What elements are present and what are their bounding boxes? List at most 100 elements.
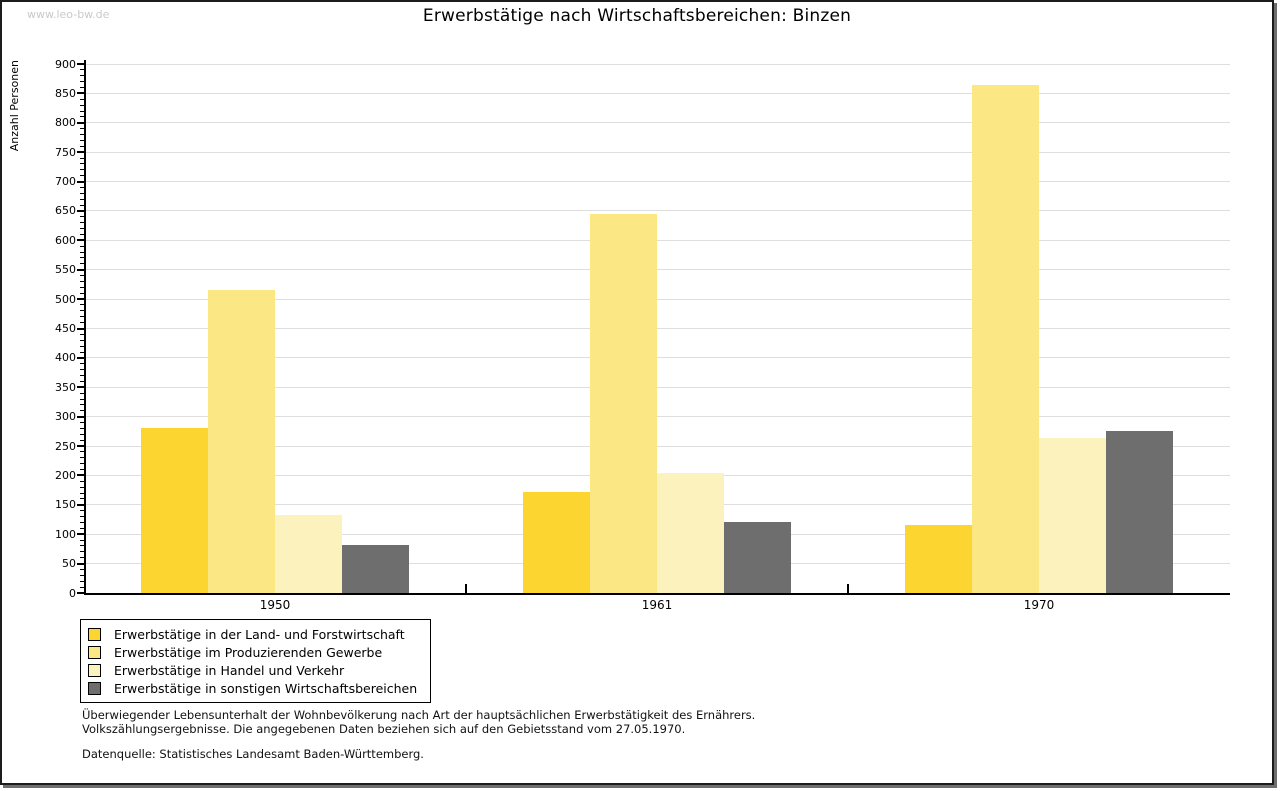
y-gridline <box>84 151 1230 153</box>
y-axis-minor-tick <box>80 339 84 341</box>
y-axis-minor-tick <box>80 451 84 453</box>
y-axis-minor-tick <box>80 398 84 400</box>
y-axis-tick-label: 500 <box>55 292 76 306</box>
bar-1961-series3 <box>657 472 724 593</box>
x-axis-tick <box>465 584 467 593</box>
legend-item-label: Erwerbstätige in Handel und Verkehr <box>114 662 345 678</box>
bar-1970-series2 <box>972 84 1039 593</box>
y-axis-minor-tick <box>80 439 84 441</box>
y-axis-minor-tick <box>80 492 84 494</box>
y-axis-minor-tick <box>80 551 84 553</box>
y-axis-minor-tick <box>80 128 84 130</box>
y-axis-minor-tick <box>80 157 84 159</box>
y-axis-tick-label: 400 <box>55 351 76 365</box>
y-axis-minor-tick <box>80 545 84 547</box>
y-axis-tick-label: 100 <box>55 527 76 541</box>
y-axis-major-tick <box>77 209 84 212</box>
y-axis-minor-tick <box>80 580 84 582</box>
y-gridline <box>84 210 1230 212</box>
y-axis-minor-tick <box>80 98 84 100</box>
y-gridline <box>84 357 1230 359</box>
footnote-line-2: Volkszählungsergebnisse. Die angegebenen… <box>82 721 686 736</box>
y-axis-minor-tick <box>80 222 84 224</box>
legend-swatch-icon <box>88 627 101 641</box>
bar-1970-series3 <box>1039 438 1106 593</box>
y-axis-minor-tick <box>80 204 84 206</box>
legend-swatch-icon <box>88 645 101 659</box>
y-gridline <box>84 181 1230 183</box>
legend-item-label: Erwerbstätige in sonstigen Wirtschaftsbe… <box>114 680 418 696</box>
x-axis-category-label: 1970 <box>1023 598 1055 612</box>
y-axis-major-tick <box>77 562 84 565</box>
legend-item: Erwerbstätige in der Land- und Forstwirt… <box>88 625 417 643</box>
y-axis-minor-tick <box>80 375 84 377</box>
y-gridline <box>84 92 1230 94</box>
y-axis-minor-tick <box>80 233 84 235</box>
y-axis-minor-tick <box>80 404 84 406</box>
legend-item-label: Erwerbstätige in der Land- und Forstwirt… <box>114 626 405 642</box>
y-axis-minor-tick <box>80 104 84 106</box>
y-axis-minor-tick <box>80 316 84 318</box>
y-axis-major-tick <box>77 121 84 124</box>
y-axis-minor-tick <box>80 586 84 588</box>
y-axis-minor-tick <box>80 557 84 559</box>
y-axis-major-tick <box>77 268 84 271</box>
y-axis-minor-tick <box>80 469 84 471</box>
y-gridline <box>84 328 1230 329</box>
legend: Erwerbstätige in der Land- und Forstwirt… <box>80 619 432 703</box>
y-axis-major-tick <box>77 327 84 330</box>
bar-1961-series1 <box>523 491 590 593</box>
y-axis-minor-tick <box>80 198 84 200</box>
y-axis-minor-tick <box>80 257 84 259</box>
y-axis-tick-label: 800 <box>55 116 76 130</box>
y-axis-minor-tick <box>80 75 84 77</box>
y-axis-minor-tick <box>80 169 84 171</box>
y-axis-major-tick <box>77 298 84 301</box>
y-axis-tick-label: 850 <box>55 86 76 100</box>
data-source: Datenquelle: Statistisches Landesamt Bad… <box>82 747 424 761</box>
y-axis-minor-tick <box>80 380 84 382</box>
y-axis-minor-tick <box>80 116 84 118</box>
y-axis-minor-tick <box>80 486 84 488</box>
y-axis-tick-label: 300 <box>55 410 76 424</box>
y-axis-minor-tick <box>80 457 84 459</box>
y-axis-minor-tick <box>80 345 84 347</box>
y-axis-minor-tick <box>80 527 84 529</box>
watermark: www.leo-bw.de <box>27 8 110 21</box>
y-axis-minor-tick <box>80 175 84 177</box>
bar-1950-series1 <box>141 428 208 593</box>
y-axis-minor-tick <box>80 568 84 570</box>
bar-1961-series4 <box>724 522 791 593</box>
x-axis-category-label: 1950 <box>259 598 291 612</box>
y-axis-minor-tick <box>80 139 84 141</box>
y-axis-minor-tick <box>80 574 84 576</box>
y-axis-minor-tick <box>80 322 84 324</box>
bar-1950-series3 <box>275 514 342 593</box>
chart-title: Erwerbstätige nach Wirtschaftsbereichen:… <box>422 6 852 26</box>
y-axis-major-tick <box>77 151 84 154</box>
y-axis-major-tick <box>77 356 84 359</box>
y-axis-minor-tick <box>80 110 84 112</box>
legend-item: Erwerbstätige in Handel und Verkehr <box>88 661 417 679</box>
y-axis-tick-label: 200 <box>55 468 76 482</box>
footnote: Überwiegender Lebensunterhalt der Wohnbe… <box>82 708 755 762</box>
y-axis-minor-tick <box>80 186 84 188</box>
y-axis-minor-tick <box>80 251 84 253</box>
x-axis-category-label: 1961 <box>641 598 673 612</box>
y-axis-tick-label: 650 <box>55 204 76 218</box>
y-axis-minor-tick <box>80 145 84 147</box>
legend-item: Erwerbstätige in sonstigen Wirtschaftsbe… <box>88 679 417 697</box>
y-axis-minor-tick <box>80 363 84 365</box>
y-axis-minor-tick <box>80 510 84 512</box>
y-axis-minor-tick <box>80 516 84 518</box>
y-axis-minor-tick <box>80 245 84 247</box>
legend-swatch-icon <box>88 663 101 677</box>
y-axis-tick-label: 150 <box>55 498 76 512</box>
x-axis-line <box>84 593 1230 595</box>
y-axis-major-tick <box>77 180 84 183</box>
y-axis-minor-tick <box>80 480 84 482</box>
y-gridline <box>84 386 1230 388</box>
bar-1961-series2 <box>590 213 657 593</box>
y-axis-minor-tick <box>80 310 84 312</box>
y-axis-minor-tick <box>80 427 84 429</box>
